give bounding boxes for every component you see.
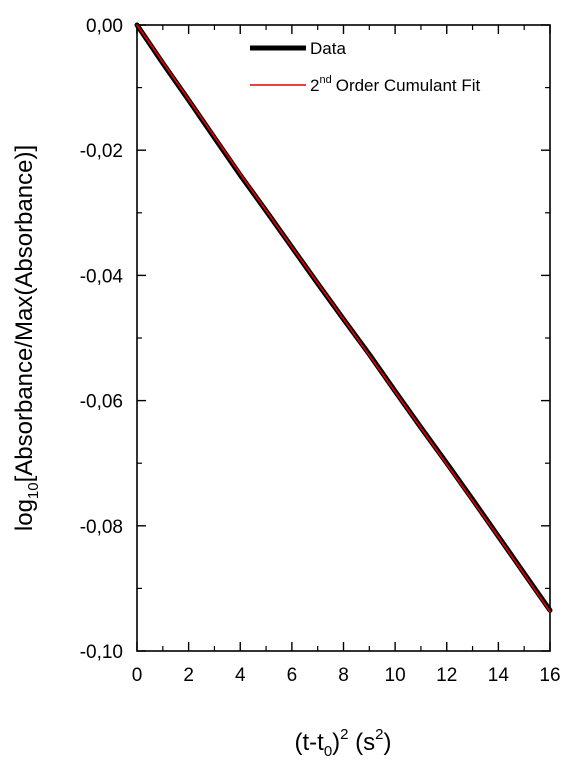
series-group	[134, 22, 553, 613]
y-title-sub: 10	[25, 482, 42, 499]
series-line-fit	[136, 24, 551, 613]
y-tick-label: -0,10	[80, 642, 123, 663]
x-tick-label: 16	[539, 665, 560, 686]
legend-label-data: Data	[310, 39, 346, 58]
y-tick-label: -0,04	[80, 266, 124, 287]
x-axis-title: (t-t0)2 (s2)	[294, 726, 391, 760]
x-tick-label: 4	[235, 665, 246, 686]
legend-fit-sup: nd	[319, 74, 331, 86]
y-title-main: log	[11, 499, 38, 531]
x-title-unit-close: )	[384, 729, 392, 756]
x-tick-label: 12	[436, 665, 457, 686]
y-tick-label: -0,06	[80, 392, 123, 413]
x-tick-label: 14	[488, 665, 510, 686]
legend: Data 2nd Order Cumulant Fit	[250, 39, 481, 95]
legend-label-fit: 2nd Order Cumulant Fit	[310, 74, 481, 95]
y-title-rest: [Absorbance/Max(Absorbance)]	[11, 145, 38, 483]
x-title-sub: 0	[324, 743, 332, 760]
y-tick-label: 0,00	[86, 16, 123, 37]
x-tick-label: 0	[132, 665, 143, 686]
x-title-sup: 2	[340, 726, 348, 743]
x-title-main: (t-t	[294, 729, 324, 756]
legend-fit-prefix: 2	[310, 76, 319, 95]
y-tick-label: -0,08	[80, 517, 123, 538]
x-tick-labels: 0 2 4 6 8 10 12 14 16	[132, 665, 561, 686]
x-title-mid: )	[332, 729, 340, 756]
x-tick-label: 8	[338, 665, 349, 686]
y-axis-title: log10[Absorbance/Max(Absorbance)]	[11, 145, 42, 531]
x-title-unit-open: (s	[349, 729, 376, 756]
x-tick-label: 2	[183, 665, 194, 686]
x-tick-label: 6	[287, 665, 298, 686]
x-title-unit-sup: 2	[375, 726, 383, 743]
y-tick-label: -0,02	[80, 141, 123, 162]
x-tick-label: 10	[385, 665, 406, 686]
legend-fit-name: Order Cumulant Fit	[336, 76, 481, 95]
tick-marks	[136, 24, 551, 652]
y-tick-labels: 0,00 -0,02 -0,04 -0,06 -0,08 -0,10	[80, 16, 124, 663]
